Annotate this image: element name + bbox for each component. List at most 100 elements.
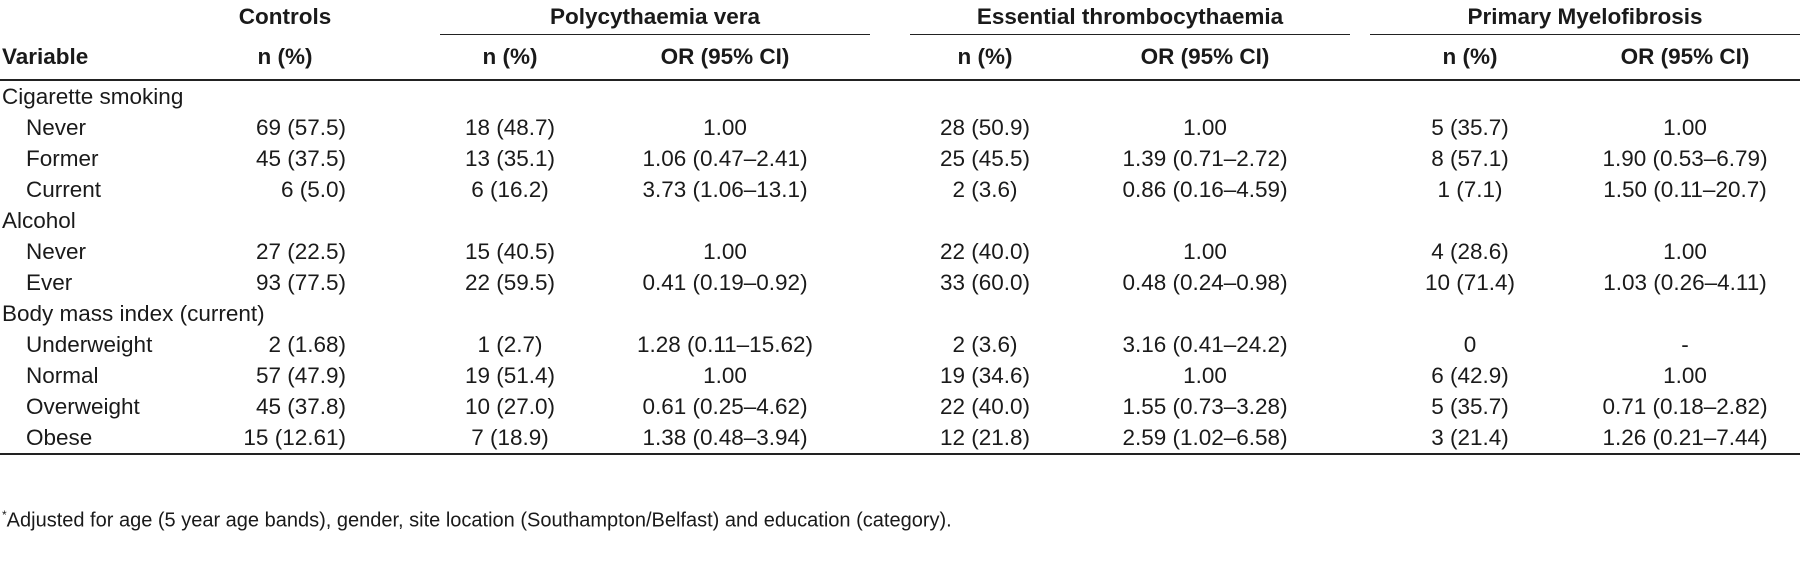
table-row: Never 69 (57.5) 18 (48.7) 1.00 28 (50.9) 1.00…	[0, 112, 1800, 143]
header-pv-n: n (%)	[482, 44, 538, 69]
controls-n-cell: 27 (22.5)	[255, 238, 346, 264]
table-body: Cigarette smoking Never 69 (57.5) 18 (48.7)…	[0, 80, 1800, 455]
pv-n-cell: 15 (40.5)	[464, 238, 556, 264]
gap-cell	[870, 112, 910, 143]
pv-n-cell: 13 (35.1)	[464, 145, 556, 171]
group-gap	[870, 0, 910, 35]
pmf-or-cell: 1.50 (0.11–20.7)	[1603, 176, 1767, 202]
row-label: Never	[26, 238, 87, 264]
et-or-cell: 1.55 (0.73–3.28)	[1122, 393, 1288, 419]
gap-cell	[870, 360, 910, 391]
pv-or-cell: 0.41 (0.19–0.92)	[642, 269, 808, 295]
row-label: Never	[26, 114, 87, 140]
group-polycythaemia-vera: Polycythaemia vera	[440, 0, 870, 35]
gap-cell	[870, 143, 910, 174]
table-row: Underweight 2 (1.68) 1 (2.7) 1.28 (0.11–15.…	[0, 329, 1800, 360]
pmf-n-cell: 3 (21.4)	[1370, 422, 1570, 455]
header-gap	[360, 35, 440, 81]
table-footnote: *Adjusted for age (5 year age bands), ge…	[2, 508, 952, 533]
pv-or-cell: 1.00	[703, 114, 747, 140]
pmf-or-cell: 1.00	[1663, 238, 1707, 264]
pv-or-cell: 1.28 (0.11–15.62)	[637, 331, 813, 357]
section-header-row: Body mass index (current)	[0, 298, 1800, 329]
gap-cell	[1350, 422, 1370, 455]
row-label: Current	[26, 176, 102, 202]
et-or-cell: 2.59 (1.02–6.58)	[1060, 422, 1350, 455]
gap-cell	[1350, 174, 1370, 205]
et-n-cell: 12 (21.8)	[910, 422, 1060, 455]
table-row: Never 27 (22.5) 15 (40.5) 1.00 22 (40.0) 1.00…	[0, 236, 1800, 267]
gap-cell	[870, 329, 910, 360]
corner-cell	[0, 0, 210, 35]
pmf-or-cell: -	[1681, 331, 1689, 357]
group-controls: Controls	[238, 4, 332, 30]
gap-cell	[360, 236, 440, 267]
controls-n-cell: 2 (1.68)	[268, 331, 346, 357]
pmf-or-cell: 1.26 (0.21–7.44)	[1570, 422, 1800, 455]
section-header-row: Alcohol	[0, 205, 1800, 236]
pv-n-cell: 18 (48.7)	[464, 114, 556, 140]
gap-cell	[1350, 329, 1370, 360]
column-header-row: Variable n (%) n (%) OR (95% CI) n (%) O…	[0, 35, 1800, 81]
row-label: Ever	[26, 269, 73, 295]
table-row: Normal 57 (47.9) 19 (51.4) 1.00 19 (34.6) 1.0…	[0, 360, 1800, 391]
group-gap	[1350, 0, 1370, 35]
header-gap	[1350, 35, 1370, 81]
header-variable: Variable	[2, 43, 89, 69]
et-or-cell: 1.39 (0.71–2.72)	[1122, 145, 1288, 171]
et-n-cell: 2 (3.6)	[952, 176, 1018, 202]
gap-cell	[1350, 267, 1370, 298]
header-pmf-n: n (%)	[1442, 44, 1498, 69]
pmf-n-cell: 4 (28.6)	[1431, 238, 1509, 264]
pv-n-cell: 1 (2.7)	[477, 331, 543, 357]
gap-cell	[870, 236, 910, 267]
controls-n-cell: 69 (57.5)	[255, 114, 346, 140]
pmf-or-cell: 1.03 (0.26–4.11)	[1603, 269, 1767, 295]
gap-cell	[870, 267, 910, 298]
et-n-cell: 33 (60.0)	[939, 269, 1031, 295]
pmf-or-cell: 1.90 (0.53–6.79)	[1602, 145, 1768, 171]
et-n-cell: 2 (3.6)	[952, 331, 1018, 357]
gap-cell	[870, 422, 910, 455]
odds-ratio-table: Controls Polycythaemia vera Essential th…	[0, 0, 1800, 455]
gap-cell	[1350, 360, 1370, 391]
table-row: Current 6 (5.0) 6 (16.2) 3.73 (1.06–13.1) 2 …	[0, 174, 1800, 205]
pv-or-cell: 0.61 (0.25–4.62)	[642, 393, 808, 419]
et-or-cell: 0.86 (0.16–4.59)	[1122, 176, 1288, 202]
header-et-or: OR (95% CI)	[1140, 44, 1270, 69]
gap-cell	[360, 267, 440, 298]
gap-cell	[360, 422, 440, 455]
gap-cell	[360, 360, 440, 391]
pmf-or-cell: 1.00	[1663, 114, 1707, 140]
pv-n-cell: 19 (51.4)	[464, 362, 556, 388]
table-row: Former 45 (37.5) 13 (35.1) 1.06 (0.47–2.41)…	[0, 143, 1800, 174]
row-label: Underweight	[26, 331, 153, 357]
controls-n-cell: 15 (12.61)	[210, 422, 360, 455]
pmf-or-cell: 1.00	[1663, 362, 1707, 388]
pv-n-cell: 7 (18.9)	[440, 422, 580, 455]
row-label: Former	[26, 145, 99, 171]
section-header-row: Cigarette smoking	[0, 80, 1800, 112]
pmf-n-cell: 1 (7.1)	[1437, 176, 1503, 202]
header-pmf-or: OR (95% CI)	[1620, 44, 1750, 69]
pv-or-cell: 3.73 (1.06–13.1)	[642, 176, 808, 202]
pmf-n-cell: 5 (35.7)	[1431, 114, 1509, 140]
section-title: Alcohol	[2, 207, 76, 233]
table-row: Overweight 45 (37.8) 10 (27.0) 0.61 (0.25–4…	[0, 391, 1800, 422]
pmf-or-cell: 0.71 (0.18–2.82)	[1602, 393, 1768, 419]
et-or-cell: 1.00	[1183, 362, 1227, 388]
controls-n-cell: 57 (47.9)	[255, 362, 346, 388]
gap-cell	[1350, 143, 1370, 174]
et-or-cell: 1.00	[1183, 114, 1227, 140]
row-label: Obese	[0, 422, 210, 455]
et-n-cell: 22 (40.0)	[939, 393, 1031, 419]
group-primary-myelofibrosis: Primary Myelofibrosis	[1370, 0, 1800, 35]
row-label: Overweight	[26, 393, 140, 419]
et-n-cell: 19 (34.6)	[939, 362, 1031, 388]
pmf-n-cell: 0	[1463, 331, 1477, 357]
pv-n-cell: 10 (27.0)	[464, 393, 556, 419]
gap-cell	[1350, 391, 1370, 422]
pv-n-cell: 6 (16.2)	[471, 176, 549, 202]
gap-cell	[870, 174, 910, 205]
